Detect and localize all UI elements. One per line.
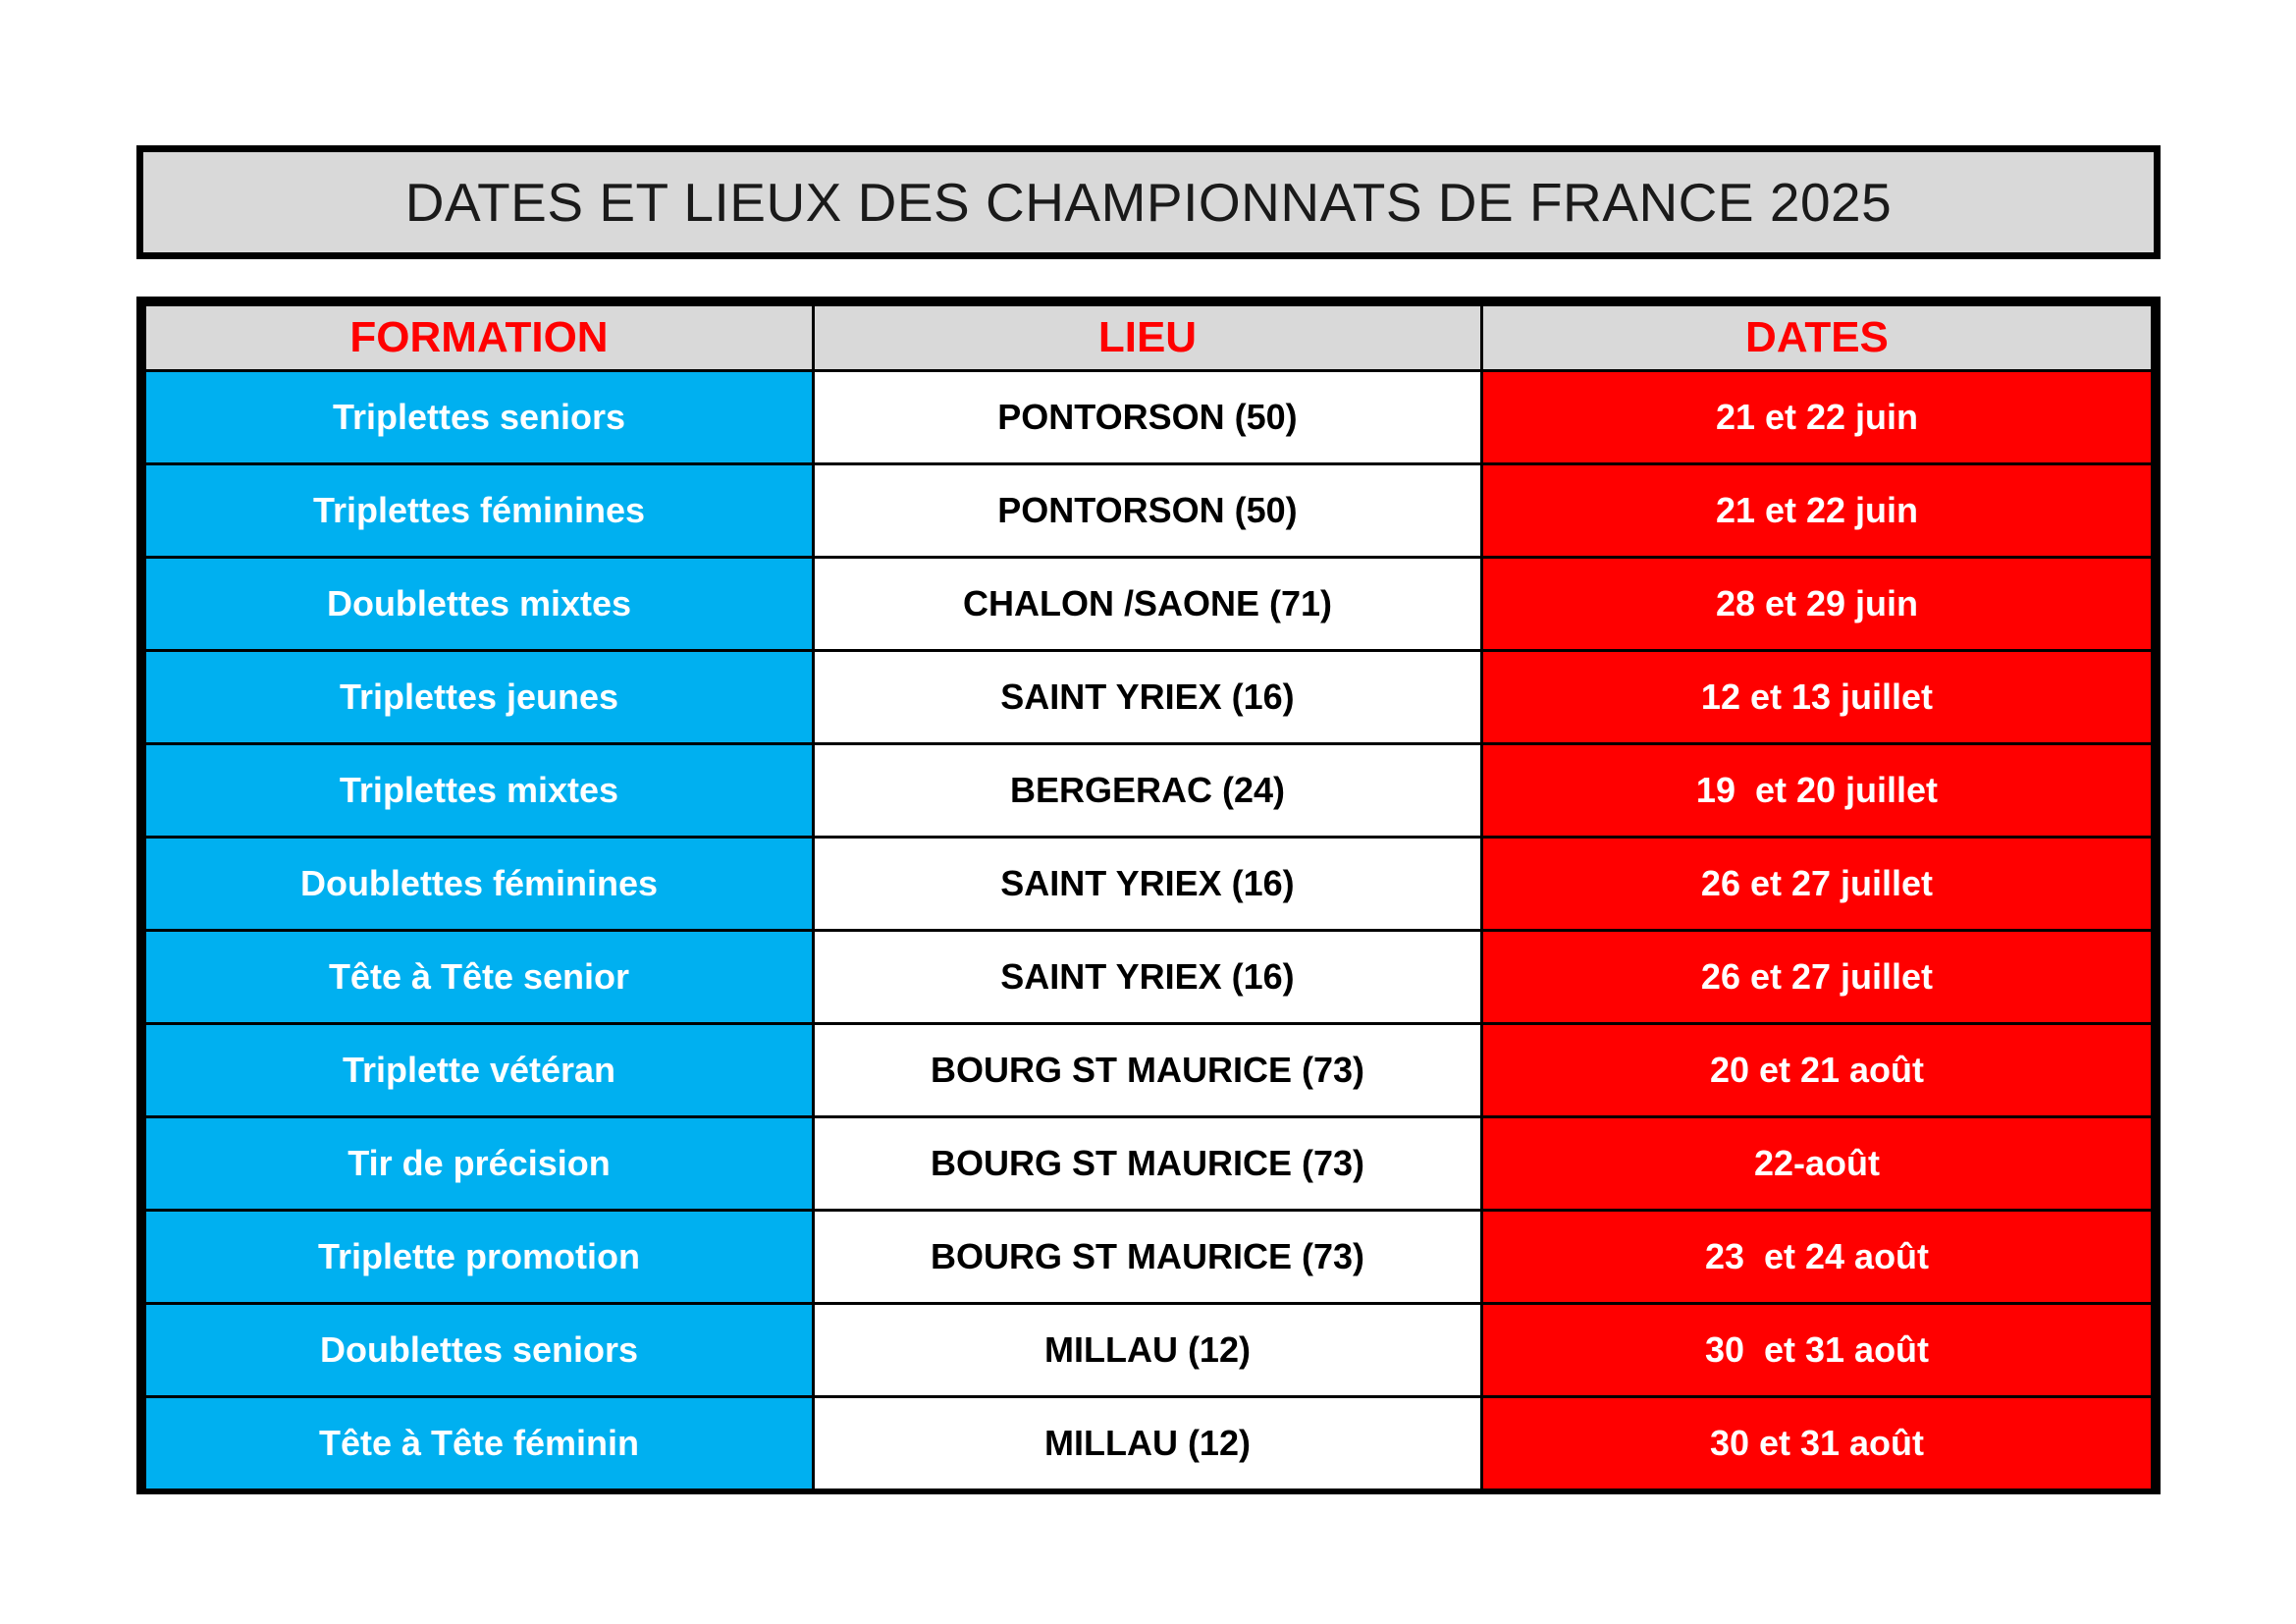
cell-dates: 23 et 24 août: [1479, 1209, 2155, 1305]
table-row: Doublettes mixtes CHALON /SAONE (71) 28 …: [143, 556, 2155, 652]
table-row: Triplettes seniors PONTORSON (50) 21 et …: [143, 369, 2155, 465]
cell-dates: 26 et 27 juillet: [1479, 929, 2155, 1025]
page-title: DATES ET LIEUX DES CHAMPIONNATS DE FRANC…: [404, 172, 1893, 233]
cell-formation: Triplettes féminines: [143, 462, 815, 559]
cell-formation: Triplette promotion: [143, 1209, 815, 1305]
cell-dates: 28 et 29 juin: [1479, 556, 2155, 652]
header-dates: DATES: [1479, 303, 2155, 372]
schedule-table: FORMATION LIEU DATES Triplettes seniors …: [143, 303, 2155, 1491]
cell-lieu: BOURG ST MAURICE (73): [811, 1022, 1483, 1118]
table-row: Triplette vétéran BOURG ST MAURICE (73) …: [143, 1022, 2155, 1118]
cell-lieu: SAINT YRIEX (16): [811, 836, 1483, 932]
cell-lieu: MILLAU (12): [811, 1302, 1483, 1398]
cell-lieu: SAINT YRIEX (16): [811, 929, 1483, 1025]
table-body: Triplettes seniors PONTORSON (50) 21 et …: [143, 369, 2155, 1491]
cell-formation: Doublettes mixtes: [143, 556, 815, 652]
cell-formation: Doublettes seniors: [143, 1302, 815, 1398]
cell-formation: Triplette vétéran: [143, 1022, 815, 1118]
cell-lieu: CHALON /SAONE (71): [811, 556, 1483, 652]
table-row: Tête à Tête senior SAINT YRIEX (16) 26 e…: [143, 929, 2155, 1025]
table-row: Doublettes féminines SAINT YRIEX (16) 26…: [143, 836, 2155, 932]
table-row: Tir de précision BOURG ST MAURICE (73) 2…: [143, 1115, 2155, 1212]
cell-formation: Triplettes seniors: [143, 369, 815, 465]
table-row: Triplette promotion BOURG ST MAURICE (73…: [143, 1209, 2155, 1305]
cell-formation: Tir de précision: [143, 1115, 815, 1212]
cell-lieu: BERGERAC (24): [811, 742, 1483, 839]
cell-dates: 19 et 20 juillet: [1479, 742, 2155, 839]
table-row: Doublettes seniors MILLAU (12) 30 et 31 …: [143, 1302, 2155, 1398]
cell-dates: 26 et 27 juillet: [1479, 836, 2155, 932]
cell-formation: Tête à Tête féminin: [143, 1395, 815, 1491]
table-row: Triplettes féminines PONTORSON (50) 21 e…: [143, 462, 2155, 559]
cell-formation: Tête à Tête senior: [143, 929, 815, 1025]
cell-dates: 30 et 31 août: [1479, 1302, 2155, 1398]
cell-lieu: PONTORSON (50): [811, 462, 1483, 559]
cell-formation: Doublettes féminines: [143, 836, 815, 932]
cell-dates: 22-août: [1479, 1115, 2155, 1212]
title-banner: DATES ET LIEUX DES CHAMPIONNATS DE FRANC…: [136, 145, 2161, 259]
table-row: Triplettes mixtes BERGERAC (24) 19 et 20…: [143, 742, 2155, 839]
cell-formation: Triplettes mixtes: [143, 742, 815, 839]
header-formation: FORMATION: [143, 303, 815, 372]
header-lieu: LIEU: [811, 303, 1483, 372]
cell-dates: 30 et 31 août: [1479, 1395, 2155, 1491]
cell-lieu: PONTORSON (50): [811, 369, 1483, 465]
table-row: Tête à Tête féminin MILLAU (12) 30 et 31…: [143, 1395, 2155, 1491]
cell-lieu: SAINT YRIEX (16): [811, 649, 1483, 745]
cell-dates: 20 et 21 août: [1479, 1022, 2155, 1118]
header-row: FORMATION LIEU DATES: [143, 303, 2155, 372]
cell-lieu: MILLAU (12): [811, 1395, 1483, 1491]
cell-dates: 21 et 22 juin: [1479, 369, 2155, 465]
cell-formation: Triplettes jeunes: [143, 649, 815, 745]
cell-dates: 21 et 22 juin: [1479, 462, 2155, 559]
table-row: Triplettes jeunes SAINT YRIEX (16) 12 et…: [143, 649, 2155, 745]
cell-lieu: BOURG ST MAURICE (73): [811, 1209, 1483, 1305]
championship-table: FORMATION LIEU DATES Triplettes seniors …: [136, 297, 2161, 1494]
cell-lieu: BOURG ST MAURICE (73): [811, 1115, 1483, 1212]
cell-dates: 12 et 13 juillet: [1479, 649, 2155, 745]
